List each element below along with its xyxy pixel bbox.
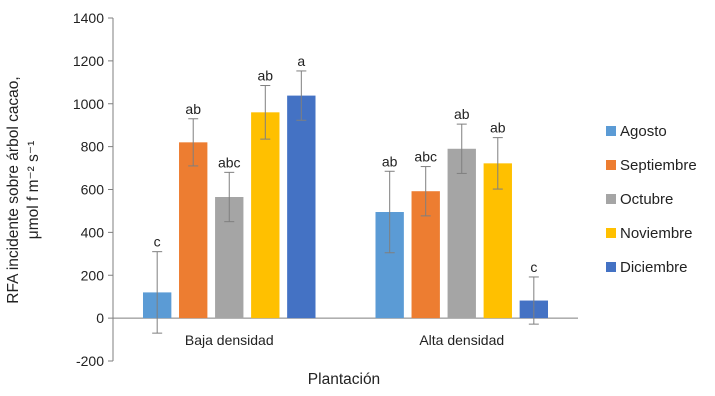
y-tick-label: 800 [81,139,105,155]
y-tick-label: 0 [96,310,104,326]
significance-label: c [154,234,161,250]
legend-swatch [606,228,616,238]
significance-label: abc [218,154,241,170]
legend-label: Septiembre [620,157,697,174]
bar [251,112,280,319]
y-tick-label: 200 [81,267,105,283]
y-axis-title: RFA incidente sobre árbol cacao, μmol f … [5,76,42,303]
significance-label: ab [454,106,470,122]
legend-swatch [606,262,616,272]
legend-swatch [606,194,616,204]
y-tick-label: 1400 [73,10,104,26]
x-axis-title: Plantación [308,371,380,388]
y-tick-label: 400 [81,224,105,240]
x-tick-label: Alta densidad [419,332,504,348]
legend-label: Diciembre [620,259,688,276]
bar [287,95,316,319]
y-tick-label: 600 [81,182,105,198]
significance-label: c [530,259,537,275]
legend-label: Noviembre [620,225,693,242]
y-axis-title-line2: μmol f m⁻² s⁻¹ [25,141,42,239]
y-axis-title-line1: RFA incidente sobre árbol cacao, [5,76,22,303]
legend-swatch [606,126,616,136]
y-tick-label: 1000 [73,96,104,112]
legend-label: Agosto [620,123,667,140]
legend-label: Octubre [620,191,673,208]
significance-label: ab [185,101,201,117]
y-tick-label: -200 [76,353,104,369]
bar [179,142,208,319]
significance-label: ab [490,120,506,136]
y-tick-label: 1200 [73,53,104,69]
x-tick-label: Baja densidad [185,332,274,348]
bar [447,148,476,319]
legend-swatch [606,160,616,170]
significance-label: a [297,53,305,69]
significance-label: abc [414,149,437,165]
significance-label: ab [382,153,398,169]
significance-label: ab [257,68,273,84]
